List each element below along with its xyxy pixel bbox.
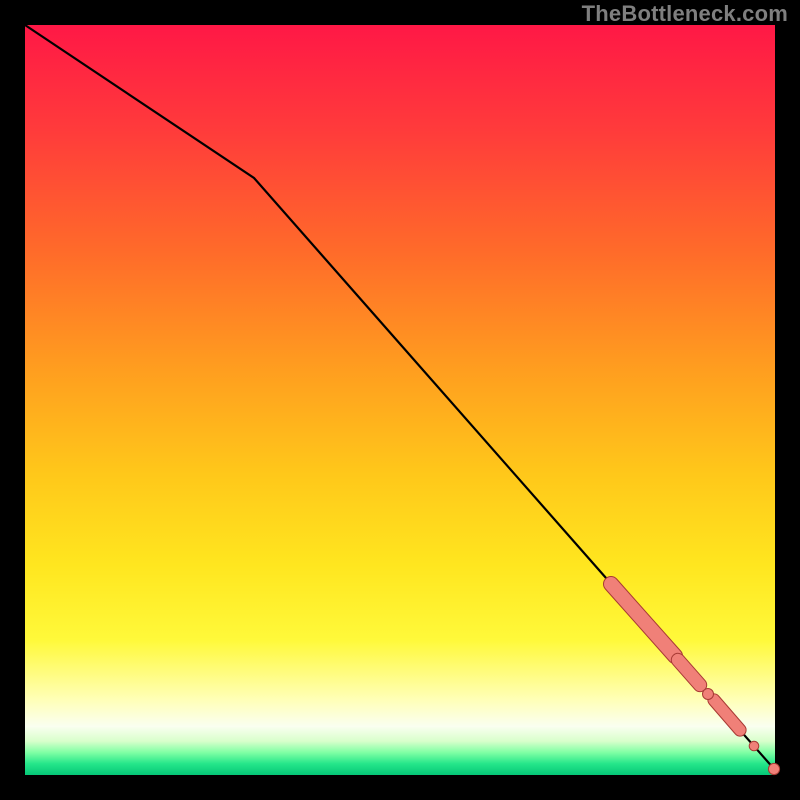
watermark-text: TheBottleneck.com (582, 1, 788, 27)
marker-point (768, 763, 779, 774)
bottleneck-chart-svg (0, 0, 800, 800)
marker-point (749, 741, 759, 751)
marker-point (703, 689, 714, 700)
plot-background-gradient (25, 25, 775, 775)
chart-canvas: TheBottleneck.com (0, 0, 800, 800)
